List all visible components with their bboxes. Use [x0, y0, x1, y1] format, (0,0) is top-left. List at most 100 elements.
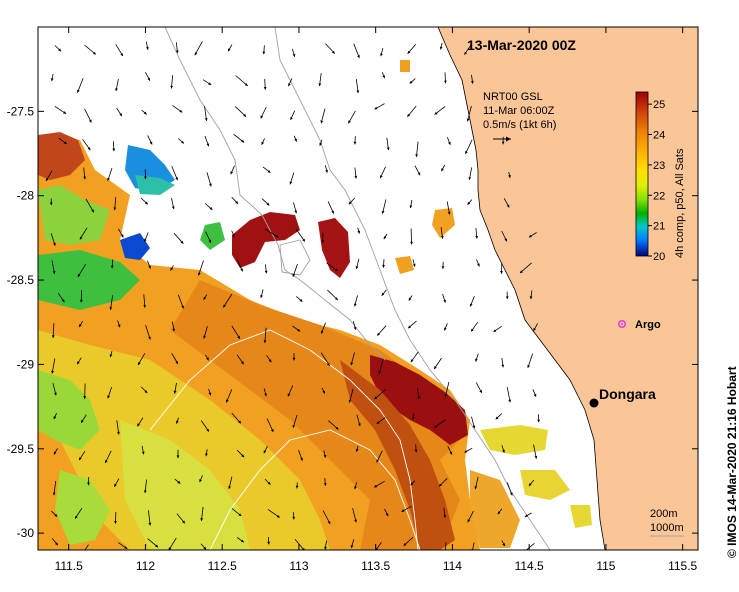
- current-arrowhead: [444, 555, 447, 558]
- current-arrowhead: [292, 53, 296, 57]
- current-arrowhead: [110, 265, 114, 269]
- sst-orange-tiny: [400, 60, 410, 72]
- current-arrowhead: [520, 270, 523, 274]
- current-arrowhead: [464, 450, 468, 453]
- current-arrowhead: [226, 399, 229, 403]
- current-label-line3: 0.5m/s (1kt 6h): [483, 119, 556, 131]
- current-arrowhead: [380, 175, 383, 179]
- current-arrowhead: [168, 547, 172, 550]
- copyright-text: © IMOS 14-Mar-2020 21:16 Hobart: [725, 366, 739, 558]
- current-arrowhead: [533, 393, 537, 397]
- current-arrowhead: [117, 431, 120, 435]
- current-arrowhead: [113, 207, 117, 211]
- current-arrowhead: [409, 80, 413, 84]
- current-arrowhead: [79, 457, 82, 461]
- current-arrowhead: [537, 419, 541, 423]
- current-arrowhead: [447, 211, 451, 215]
- current-arrowhead: [175, 50, 179, 54]
- current-arrowhead: [238, 513, 242, 516]
- current-arrowhead: [149, 141, 153, 145]
- current-arrowhead: [412, 263, 416, 267]
- current-arrowhead: [141, 451, 145, 455]
- current-arrowhead: [63, 141, 67, 144]
- copyright-notice: © IMOS 14-Mar-2020 21:16 Hobart: [725, 366, 739, 558]
- colorbar-ticks: 25 24 23 22 21 20: [648, 99, 665, 263]
- current-arrowhead: [508, 175, 511, 178]
- current-arrowhead: [385, 513, 389, 517]
- current-arrowhead: [232, 234, 235, 237]
- sst-orange-north: [395, 256, 414, 274]
- argo-marker: [617, 319, 626, 328]
- current-arrowhead: [475, 235, 479, 239]
- dongara-label: Dongara: [599, 386, 656, 402]
- contour-bank: [279, 239, 311, 276]
- colorbar-tick-label: 21: [653, 221, 665, 233]
- contour-deep: [149, 329, 419, 550]
- current-arrowhead: [228, 48, 231, 52]
- x-tick-label: 112.5: [208, 559, 237, 573]
- current-arrowhead: [244, 83, 248, 86]
- current-arrowhead: [83, 396, 87, 399]
- current-arrowhead: [267, 541, 271, 545]
- current-arrowhead: [260, 295, 263, 298]
- y-axis: -27.5 -28 -28.5 -29 -29.5 -30: [7, 104, 698, 540]
- current-arrowhead: [144, 176, 147, 180]
- current-arrowhead: [155, 544, 159, 548]
- current-arrowhead: [383, 236, 387, 240]
- current-arrowhead: [180, 240, 184, 244]
- x-tick-label: 113.5: [361, 559, 390, 573]
- current-arrowhead: [410, 359, 414, 363]
- sst-yellow-east: [480, 425, 548, 455]
- current-arrowhead: [529, 234, 532, 238]
- current-label-line2: 11-Mar 06:00Z: [483, 105, 555, 117]
- current-arrowhead: [529, 296, 533, 300]
- current-arrowhead: [474, 486, 478, 490]
- current-arrowhead: [355, 448, 359, 452]
- current-arrowhead: [501, 364, 505, 368]
- current-arrowhead: [241, 139, 245, 143]
- current-arrowhead: [148, 336, 151, 340]
- current-arrowhead: [334, 268, 338, 271]
- current-arrowhead: [147, 77, 150, 81]
- current-arrowhead: [353, 141, 357, 145]
- current-arrowhead: [228, 486, 231, 489]
- sst-red-cluster-a: [232, 212, 300, 268]
- current-arrowhead: [171, 206, 175, 210]
- map-frame: [37, 26, 699, 551]
- sst-green-sw: [38, 370, 100, 450]
- sst-orange-band: [170, 280, 460, 550]
- current-arrowhead: [289, 181, 293, 185]
- current-arrowhead: [203, 546, 206, 550]
- land-region: [437, 27, 698, 550]
- current-arrowhead: [374, 396, 378, 400]
- x-axis: 111.5 112 112.5 113 113.5 114 114.5 115 115.5: [55, 27, 698, 573]
- sst-orange-north2: [432, 208, 455, 238]
- colorbar-label: 4h comp, p50, All Sats: [674, 148, 686, 258]
- current-arrowhead: [143, 305, 147, 308]
- current-arrowhead: [120, 53, 123, 57]
- current-arrowhead: [377, 332, 380, 336]
- sst-yellow-region: [38, 330, 330, 550]
- x-tick-label: 114.5: [515, 559, 544, 573]
- current-arrowhead: [508, 399, 512, 403]
- current-arrowhead: [292, 425, 296, 428]
- current-arrowhead: [381, 292, 385, 296]
- x-tick-label: 115.5: [668, 559, 697, 573]
- current-arrowhead: [323, 483, 327, 486]
- current-arrow: [264, 228, 279, 238]
- current-arrowhead: [449, 451, 453, 455]
- colorbar-tick-label: 25: [653, 99, 665, 111]
- current-arrowhead: [407, 50, 411, 54]
- current-arrowhead: [105, 460, 108, 463]
- current-arrowhead: [292, 516, 296, 520]
- current-arrowhead: [295, 485, 299, 489]
- current-arrowhead: [172, 328, 176, 332]
- y-tick-label: -27.5: [7, 104, 35, 118]
- current-arrowhead: [319, 142, 323, 146]
- sst-red-nw: [38, 132, 85, 180]
- sst-lightyellow-region: [120, 420, 250, 550]
- current-arrowhead: [335, 426, 339, 430]
- current-scale-arrow: [493, 136, 511, 142]
- current-arrowhead: [243, 113, 247, 117]
- sst-blue-patch2: [120, 233, 150, 260]
